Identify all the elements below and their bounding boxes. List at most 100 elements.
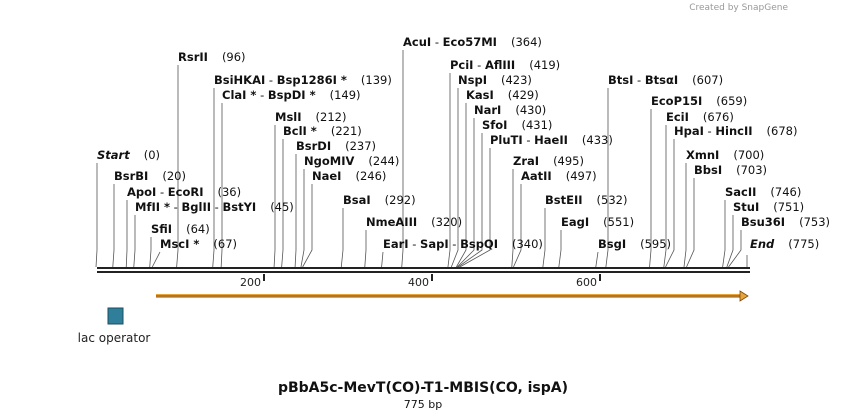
site-label: KasI (429) [466,88,539,102]
site-label: EagI (551) [561,215,634,229]
cut-line [459,148,491,268]
site-position: (221) [331,124,362,138]
site-position: (551) [603,215,634,229]
cut-line [511,169,514,268]
separator: - [265,73,276,87]
enzyme-name: SapI [420,237,449,251]
site-label: SfiI (64) [151,222,210,236]
site-position: (775) [788,237,819,251]
cut-line [649,109,652,268]
enzyme-name: HincII [715,124,752,138]
site-label: ClaI * - BspDI * (149) [222,88,361,102]
separator: - [523,133,534,147]
site-position: (364) [511,35,542,49]
site-position: (433) [582,133,613,147]
enzyme-name: NmeAIII [366,215,417,229]
cut-line [300,169,305,268]
cut-line [381,251,384,268]
site-label: RsrII (96) [178,50,246,64]
enzyme-name: BsgI [598,237,626,251]
cut-line [683,163,687,268]
site-position: (67) [213,237,237,251]
enzyme-name: StuI [733,200,759,214]
cut-line [513,184,522,268]
site-label: StuI (751) [733,200,804,214]
site-position: (495) [553,154,584,168]
site-label: AcuI - Eco57MI (364) [403,35,542,49]
enzyme-name: KasI [466,88,494,102]
site-position: (20) [162,169,186,183]
enzyme-name: EcoRI [168,185,204,199]
enzyme-name: NaeI [312,169,341,183]
separator: - [449,237,460,251]
site-label: NspI (423) [458,73,532,87]
cut-line [133,215,136,268]
cut-line [456,118,475,268]
enzyme-name: BspDI * [268,88,316,102]
site-label: SacII (746) [725,185,801,199]
site-position: (430) [515,103,546,117]
site-label: Start (0) [97,148,160,162]
enzyme-name: NspI [458,73,487,87]
enzyme-name: ClaI * [222,88,256,102]
cut-line [401,50,404,268]
logo-area [790,2,846,13]
separator: - [170,200,181,214]
enzyme-name: AflIII [485,58,515,72]
site-position: (64) [186,222,210,236]
enzyme-name: NgoMIV [304,154,354,168]
separator: - [409,237,420,251]
site-position: (703) [736,163,767,177]
enzyme-name: Bsu36I [741,215,785,229]
length: 775 bp [404,398,442,411]
cut-line [722,200,726,268]
tick-label: 200 [240,276,261,289]
site-position: (45) [270,200,294,214]
cut-line [728,230,742,268]
site-position: (0) [144,148,160,162]
site-label: NgoMIV (244) [304,154,399,168]
site-position: (678) [767,124,798,138]
enzyme-name: SfoI [482,118,507,132]
enzyme-name: End [750,237,775,251]
enzyme-name: Bsp1286I * [277,73,347,87]
enzyme-name: BstYI [222,200,256,214]
enzyme-name: BsrBI [114,169,148,183]
site-label: BsiHKAI - Bsp1286I * (139) [214,73,392,87]
site-position: (751) [773,200,804,214]
site-position: (244) [368,154,399,168]
cut-line [340,208,344,268]
enzyme-name: BsrDI [296,139,331,153]
site-position: (700) [733,148,764,162]
enzyme-name: BstEII [545,193,583,207]
site-label: End (775) [750,237,819,251]
enzyme-name: EciI [666,110,689,124]
site-position: (36) [218,185,242,199]
site-label: XmnI (700) [686,148,764,162]
site-label: NarI (430) [474,103,546,117]
cut-line [457,133,483,268]
enzyme-name: MfII * [135,200,170,214]
site-label: BsrBI (20) [114,169,186,183]
cut-line [450,88,459,268]
cut-line [558,230,562,268]
cut-line [447,73,451,268]
site-position: (96) [222,50,246,64]
enzyme-name: HpaI [674,124,704,138]
site-position: (212) [316,110,347,124]
site-label: BbsI (703) [694,163,767,177]
site-label: SfoI (431) [482,118,552,132]
site-label: MscI * (67) [160,237,237,251]
enzyme-name: MslI [275,110,302,124]
site-label: EciI (676) [666,110,734,124]
credit: Created by SnapGene [689,3,788,13]
separator: - [633,73,644,87]
cut-line [595,251,599,268]
enzyme-name: EarI [383,237,409,251]
site-position: (423) [501,73,532,87]
enzyme-name: BclI * [283,124,317,138]
site-label: BsgI (595) [598,237,671,251]
enzyme-name: BtsI [608,73,633,87]
enzyme-name: BspQI [460,237,498,251]
